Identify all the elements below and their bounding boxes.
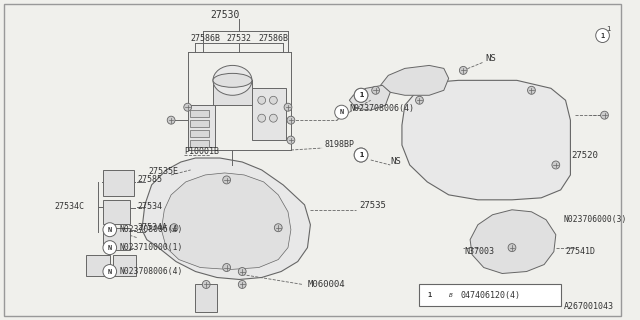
Circle shape [269, 114, 277, 122]
Text: 27532: 27532 [227, 34, 252, 43]
Circle shape [287, 116, 295, 124]
Text: 27530: 27530 [210, 10, 239, 20]
Text: A267001043: A267001043 [564, 302, 614, 311]
FancyBboxPatch shape [189, 110, 209, 117]
Polygon shape [381, 65, 449, 95]
Circle shape [170, 224, 178, 232]
Circle shape [596, 28, 609, 43]
Text: 1: 1 [359, 92, 363, 98]
FancyBboxPatch shape [252, 88, 286, 140]
FancyBboxPatch shape [103, 170, 134, 196]
Text: 27586B: 27586B [191, 34, 221, 43]
Circle shape [275, 224, 282, 232]
Circle shape [269, 96, 277, 104]
Circle shape [287, 136, 295, 144]
Circle shape [335, 105, 348, 119]
FancyBboxPatch shape [103, 200, 130, 224]
Circle shape [354, 88, 368, 102]
Circle shape [167, 116, 175, 124]
Circle shape [284, 103, 292, 111]
Circle shape [258, 96, 266, 104]
Ellipse shape [213, 73, 252, 87]
Text: M060004: M060004 [307, 280, 345, 289]
Text: 1: 1 [606, 26, 611, 32]
Circle shape [445, 289, 456, 301]
Text: B: B [449, 293, 452, 298]
Circle shape [600, 111, 609, 119]
Circle shape [354, 148, 368, 162]
Text: N: N [108, 227, 112, 233]
Ellipse shape [213, 65, 252, 95]
Text: N023708006(4): N023708006(4) [120, 267, 183, 276]
FancyBboxPatch shape [188, 105, 215, 147]
Text: 27585: 27585 [137, 175, 162, 184]
FancyBboxPatch shape [419, 284, 561, 306]
Circle shape [223, 176, 230, 184]
Circle shape [223, 264, 230, 271]
Text: NS: NS [390, 157, 401, 166]
FancyBboxPatch shape [213, 80, 252, 105]
Text: N023708006(4): N023708006(4) [120, 225, 183, 234]
Circle shape [103, 241, 116, 255]
Text: 27534C: 27534C [54, 202, 84, 211]
Text: N023706000(3): N023706000(3) [564, 215, 627, 224]
FancyBboxPatch shape [189, 130, 209, 137]
Circle shape [372, 86, 380, 94]
Text: 27520: 27520 [572, 150, 598, 160]
Polygon shape [161, 173, 291, 269]
Circle shape [460, 67, 467, 74]
Text: P10001B: P10001B [184, 147, 219, 156]
Circle shape [415, 96, 424, 104]
Polygon shape [349, 85, 390, 110]
Circle shape [258, 114, 266, 122]
Circle shape [238, 268, 246, 276]
Polygon shape [470, 210, 556, 274]
Text: 1: 1 [427, 292, 431, 299]
Polygon shape [402, 80, 570, 200]
Text: 27534: 27534 [137, 202, 162, 211]
Circle shape [238, 280, 246, 288]
Circle shape [552, 161, 560, 169]
Text: 1: 1 [359, 92, 363, 98]
Text: N: N [339, 109, 344, 115]
Text: N: N [108, 268, 112, 275]
Polygon shape [142, 158, 310, 279]
Circle shape [202, 280, 210, 288]
Circle shape [103, 265, 116, 278]
Text: N023710000(1): N023710000(1) [120, 243, 183, 252]
Text: 1: 1 [600, 33, 605, 38]
FancyBboxPatch shape [86, 255, 110, 276]
Text: 27535E: 27535E [148, 167, 179, 176]
Text: 27541D: 27541D [566, 247, 596, 256]
Circle shape [527, 86, 535, 94]
Text: N023708006(4): N023708006(4) [349, 104, 414, 113]
Text: 27586B: 27586B [259, 34, 289, 43]
Circle shape [103, 223, 116, 237]
Text: N: N [108, 244, 112, 251]
FancyBboxPatch shape [195, 284, 217, 312]
Circle shape [422, 288, 436, 302]
Text: 8198BP: 8198BP [325, 140, 355, 148]
Text: N37003: N37003 [464, 247, 494, 256]
Circle shape [354, 148, 368, 162]
Circle shape [508, 244, 516, 252]
Circle shape [184, 103, 191, 111]
Text: 1: 1 [359, 152, 363, 158]
Text: 047406120(4): 047406120(4) [460, 291, 520, 300]
Text: 27534A: 27534A [137, 223, 167, 232]
FancyBboxPatch shape [189, 120, 209, 127]
FancyBboxPatch shape [189, 140, 209, 147]
FancyBboxPatch shape [113, 255, 136, 276]
Text: NS: NS [486, 54, 497, 63]
FancyBboxPatch shape [103, 228, 130, 250]
Text: 1: 1 [359, 152, 363, 158]
Circle shape [354, 88, 368, 102]
Text: 27535: 27535 [359, 201, 386, 210]
